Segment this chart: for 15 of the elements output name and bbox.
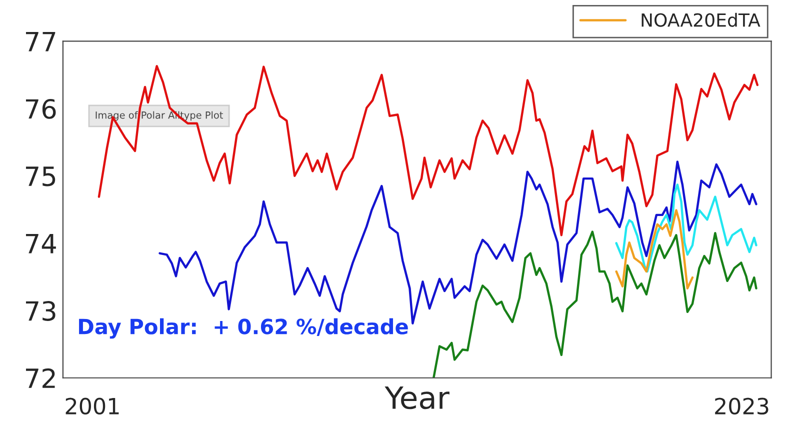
y-tick-label: 75: [26, 166, 56, 186]
line-series: [615, 184, 758, 273]
legend-label: NOAA20EdTA: [642, 12, 760, 27]
x-tick-label: 2001: [66, 398, 119, 415]
y-tick-label: 77: [26, 32, 56, 52]
y-tick-label: 74: [26, 234, 56, 254]
line-series: [615, 209, 694, 290]
line-series: [98, 65, 758, 236]
x-tick-label: 2023: [715, 398, 768, 415]
x-axis-title: Year: [384, 386, 450, 410]
line-series: [432, 230, 758, 378]
annotation: Day Polar: + 0.62 %/decade: [79, 318, 408, 339]
y-tick-label: 72: [26, 368, 55, 388]
y-tick-label: 76: [26, 98, 56, 119]
y-tick-label: 73: [26, 300, 56, 321]
